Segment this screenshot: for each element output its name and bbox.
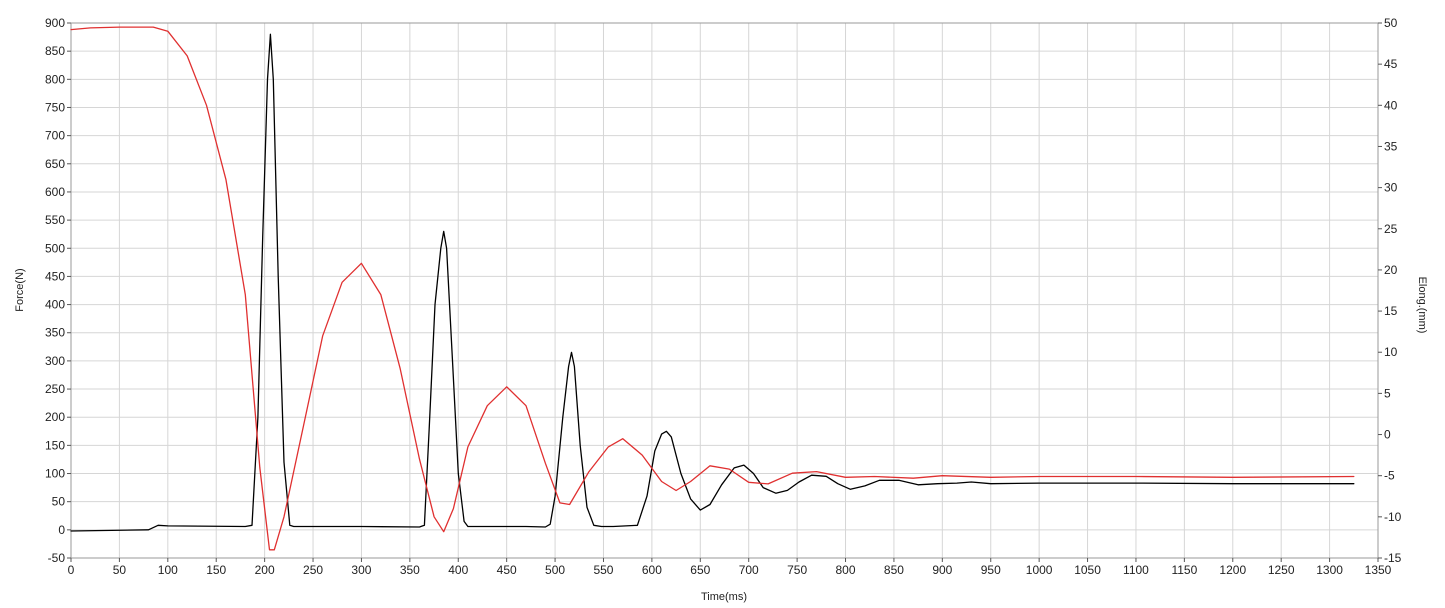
y2-axis-ticks: -15 -10 -5 0 5 10 15 20 25 30 35 40 45 50 xyxy=(1378,16,1402,565)
x-tick-label: 750 xyxy=(787,563,807,577)
y2-tick-label: -10 xyxy=(1384,510,1402,524)
y2-tick-label: 0 xyxy=(1384,428,1391,442)
x-tick-label: 950 xyxy=(981,563,1001,577)
x-tick-label: 650 xyxy=(690,563,710,577)
x-tick-label: 700 xyxy=(739,563,759,577)
y-tick-label: 600 xyxy=(45,185,65,199)
y-tick-label: 750 xyxy=(45,100,65,114)
series-layer xyxy=(70,26,1355,551)
x-tick-label: 1150 xyxy=(1171,563,1197,577)
y2-tick-label: 15 xyxy=(1384,304,1398,318)
y-axis-ticks: -50 0 50 100 150 200 250 300 350 400 450 500 550 600 6… xyxy=(45,16,71,565)
x-tick-label: 1300 xyxy=(1316,563,1343,577)
x-tick-label: 1250 xyxy=(1268,563,1295,577)
x-tick-label: 0 xyxy=(68,563,75,577)
x-tick-label: 1200 xyxy=(1219,563,1246,577)
x-tick-label: 300 xyxy=(351,563,371,577)
x-tick-label: 100 xyxy=(158,563,178,577)
x-axis-title: Time(ms) xyxy=(701,591,747,603)
y2-tick-label: 30 xyxy=(1384,181,1398,195)
x-tick-label: 50 xyxy=(113,563,127,577)
elongation-series-line xyxy=(70,26,1355,551)
x-tick-label: 1000 xyxy=(1026,563,1053,577)
y-tick-label: 0 xyxy=(58,523,65,537)
y-tick-label: 400 xyxy=(45,298,65,312)
x-tick-label: 350 xyxy=(400,563,420,577)
y2-tick-label: 5 xyxy=(1384,386,1391,400)
x-tick-label: 450 xyxy=(497,563,517,577)
y-tick-label: 550 xyxy=(45,213,65,227)
y-tick-label: -50 xyxy=(48,551,66,565)
x-tick-label: 800 xyxy=(836,563,856,577)
y-tick-label: 850 xyxy=(45,44,65,58)
y2-tick-label: 25 xyxy=(1384,222,1398,236)
y-tick-label: 350 xyxy=(45,326,65,340)
force-series-line xyxy=(70,33,1355,532)
y2-tick-label: -15 xyxy=(1384,551,1402,565)
y-axis-title: Force(N) xyxy=(14,268,26,311)
x-tick-label: 1100 xyxy=(1123,563,1149,577)
y-tick-label: 700 xyxy=(45,129,65,143)
y2-tick-label: -5 xyxy=(1384,469,1395,483)
y-tick-label: 250 xyxy=(45,382,65,396)
y2-tick-label: 20 xyxy=(1384,263,1398,277)
x-tick-label: 900 xyxy=(932,563,952,577)
x-tick-label: 1050 xyxy=(1074,563,1101,577)
y2-tick-label: 50 xyxy=(1384,16,1398,30)
x-tick-label: 500 xyxy=(545,563,565,577)
y-tick-label: 900 xyxy=(45,16,65,30)
y2-axis-title: Elong.(mm) xyxy=(1416,277,1428,334)
y2-tick-label: 40 xyxy=(1384,98,1398,112)
x-tick-label: 150 xyxy=(206,563,226,577)
y-tick-label: 100 xyxy=(45,467,65,481)
x-tick-label: 400 xyxy=(448,563,468,577)
x-tick-label: 550 xyxy=(593,563,613,577)
x-tick-label: 1350 xyxy=(1365,563,1392,577)
y2-tick-label: 10 xyxy=(1384,345,1398,359)
plot-frame xyxy=(70,22,1379,559)
y2-tick-label: 35 xyxy=(1384,139,1398,153)
y-tick-label: 450 xyxy=(45,269,65,283)
x-tick-label: 600 xyxy=(642,563,662,577)
y-tick-label: 200 xyxy=(45,410,65,424)
y-tick-label: 50 xyxy=(52,495,66,509)
y-tick-label: 800 xyxy=(45,72,65,86)
y-tick-label: 150 xyxy=(45,438,65,452)
x-tick-label: 200 xyxy=(255,563,275,577)
y-tick-label: 650 xyxy=(45,157,65,171)
x-axis-ticks: 0 50 100 150 200 250 300 350 400 450 500 550 600 650 7… xyxy=(68,558,1392,577)
y-tick-label: 500 xyxy=(45,241,65,255)
y-tick-label: 300 xyxy=(45,354,65,368)
x-tick-label: 850 xyxy=(884,563,904,577)
y2-tick-label: 45 xyxy=(1384,57,1398,71)
x-tick-label: 250 xyxy=(303,563,323,577)
